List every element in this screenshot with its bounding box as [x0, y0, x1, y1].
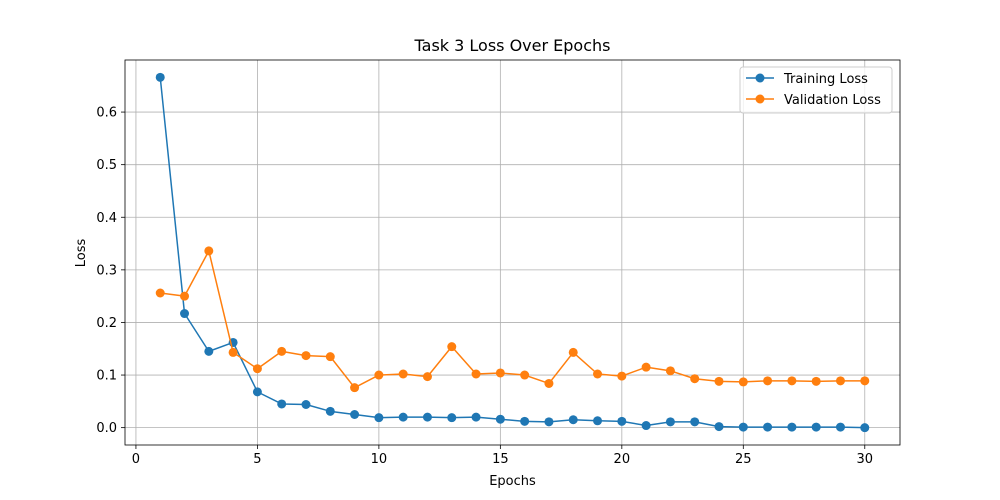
y-tick-label: 0.5 — [96, 158, 117, 173]
validation-loss-point — [204, 246, 214, 256]
training-loss-point — [204, 346, 214, 356]
training-loss-point — [811, 422, 821, 432]
training-loss-point — [422, 412, 432, 422]
x-axis-label: Epochs — [489, 474, 536, 489]
validation-loss-point — [787, 376, 797, 386]
training-loss-point — [544, 417, 554, 427]
validation-loss-point — [447, 342, 457, 352]
validation-loss-point — [520, 370, 530, 380]
validation-loss-point — [422, 372, 432, 382]
validation-loss-point — [350, 383, 360, 393]
training-loss-point — [835, 422, 845, 432]
training-loss-point — [301, 400, 311, 410]
validation-loss-point — [568, 347, 578, 357]
training-loss-point — [447, 413, 457, 423]
training-loss-point — [787, 422, 797, 432]
y-tick-label: 0.4 — [96, 211, 117, 226]
training-loss-point — [520, 416, 530, 426]
validation-loss-point — [180, 291, 190, 301]
training-loss-point — [641, 421, 651, 431]
y-axis-ticks: 0.0 0.1 0.2 0.3 0.4 0.5 0.6 — [96, 106, 125, 436]
x-tick-label: 0 — [132, 452, 140, 467]
validation-loss-point — [714, 376, 724, 386]
validation-loss-point — [811, 376, 821, 386]
validation-loss-point — [690, 374, 700, 384]
training-loss-point — [495, 414, 505, 424]
x-tick-label: 25 — [735, 452, 752, 467]
y-tick-label: 0.2 — [96, 316, 117, 331]
validation-loss-point — [738, 377, 748, 387]
training-loss-point — [252, 387, 262, 397]
training-loss-point — [690, 417, 700, 427]
validation-loss-point — [325, 352, 335, 362]
grid — [125, 60, 900, 445]
series-layer — [155, 72, 870, 433]
validation-loss-point — [374, 370, 384, 380]
validation-loss-point — [544, 378, 554, 388]
legend-box — [739, 66, 893, 114]
y-axis-label: Loss — [74, 239, 89, 268]
validation-loss-point — [252, 364, 262, 374]
legend-marker-training — [755, 73, 765, 83]
validation-loss-point — [617, 371, 627, 381]
x-tick-label: 20 — [614, 452, 631, 467]
legend-marker-validation — [755, 94, 765, 104]
x-tick-label: 5 — [253, 452, 261, 467]
training-loss-point — [277, 399, 287, 409]
y-tick-label: 0.6 — [96, 106, 117, 121]
validation-loss-point — [495, 368, 505, 378]
training-loss-point — [350, 409, 360, 419]
y-tick-label: 0.1 — [96, 369, 117, 384]
chart-title: Task 3 Loss Over Epochs — [414, 36, 611, 55]
training-loss-point — [593, 416, 603, 426]
training-loss-point — [568, 415, 578, 425]
validation-loss-point — [641, 362, 651, 372]
legend-label-training: Training Loss — [783, 72, 868, 87]
validation-loss-line — [160, 250, 865, 389]
training-loss-point — [617, 416, 627, 426]
x-tick-label: 30 — [856, 452, 873, 467]
training-loss-point — [155, 72, 165, 82]
x-tick-label: 15 — [492, 452, 509, 467]
plot-frame — [124, 59, 901, 446]
validation-loss-point — [398, 369, 408, 379]
training-loss-point — [860, 423, 870, 433]
x-tick-label: 10 — [371, 452, 388, 467]
training-loss-point — [325, 406, 335, 416]
training-loss-point — [471, 412, 481, 422]
y-tick-label: 0.3 — [96, 263, 117, 278]
validation-loss-point — [301, 351, 311, 361]
training-loss-point — [374, 413, 384, 423]
training-loss-point — [665, 417, 675, 427]
validation-loss-point — [665, 366, 675, 376]
y-tick-label: 0.0 — [96, 421, 117, 436]
legend: Training Loss Validation Loss — [739, 66, 893, 114]
validation-loss-point — [835, 376, 845, 386]
training-loss-point — [398, 412, 408, 422]
training-loss-point — [714, 422, 724, 432]
legend-label-validation: Validation Loss — [784, 93, 881, 108]
validation-loss-point — [155, 288, 165, 298]
validation-loss-point — [228, 347, 238, 357]
training-loss-point — [738, 422, 748, 432]
validation-loss-point — [593, 369, 603, 379]
x-axis-ticks: 0 5 10 15 20 25 30 — [132, 445, 873, 467]
validation-loss-point — [471, 369, 481, 379]
validation-loss-point — [860, 376, 870, 386]
training-loss-point — [763, 422, 773, 432]
validation-loss-point — [763, 376, 773, 386]
validation-loss-point — [277, 346, 287, 356]
training-loss-point — [180, 309, 190, 319]
